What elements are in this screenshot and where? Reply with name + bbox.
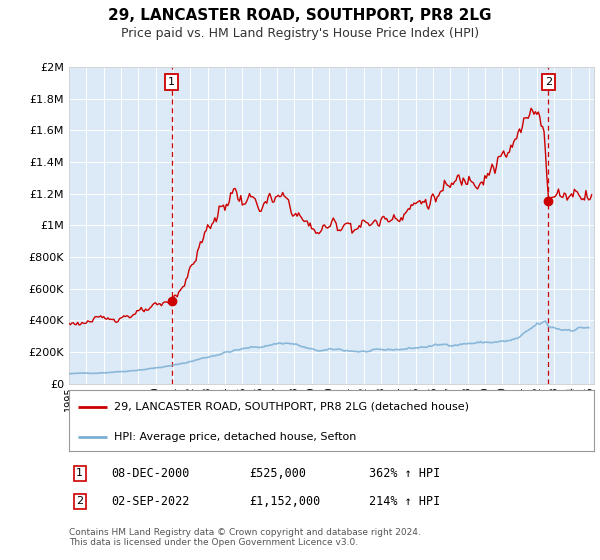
- Text: £525,000: £525,000: [249, 466, 306, 480]
- Text: 214% ↑ HPI: 214% ↑ HPI: [369, 494, 440, 508]
- Text: Price paid vs. HM Land Registry's House Price Index (HPI): Price paid vs. HM Land Registry's House …: [121, 27, 479, 40]
- Text: Contains HM Land Registry data © Crown copyright and database right 2024.
This d: Contains HM Land Registry data © Crown c…: [69, 528, 421, 547]
- Text: 1: 1: [76, 468, 83, 478]
- Text: HPI: Average price, detached house, Sefton: HPI: Average price, detached house, Seft…: [113, 432, 356, 442]
- Text: 29, LANCASTER ROAD, SOUTHPORT, PR8 2LG (detached house): 29, LANCASTER ROAD, SOUTHPORT, PR8 2LG (…: [113, 402, 469, 412]
- Text: £1,152,000: £1,152,000: [249, 494, 320, 508]
- Text: 29, LANCASTER ROAD, SOUTHPORT, PR8 2LG: 29, LANCASTER ROAD, SOUTHPORT, PR8 2LG: [108, 8, 492, 24]
- Text: 1: 1: [168, 77, 175, 87]
- Text: 08-DEC-2000: 08-DEC-2000: [111, 466, 190, 480]
- Text: 2: 2: [545, 77, 552, 87]
- Text: 362% ↑ HPI: 362% ↑ HPI: [369, 466, 440, 480]
- Text: 02-SEP-2022: 02-SEP-2022: [111, 494, 190, 508]
- Text: 2: 2: [76, 496, 83, 506]
